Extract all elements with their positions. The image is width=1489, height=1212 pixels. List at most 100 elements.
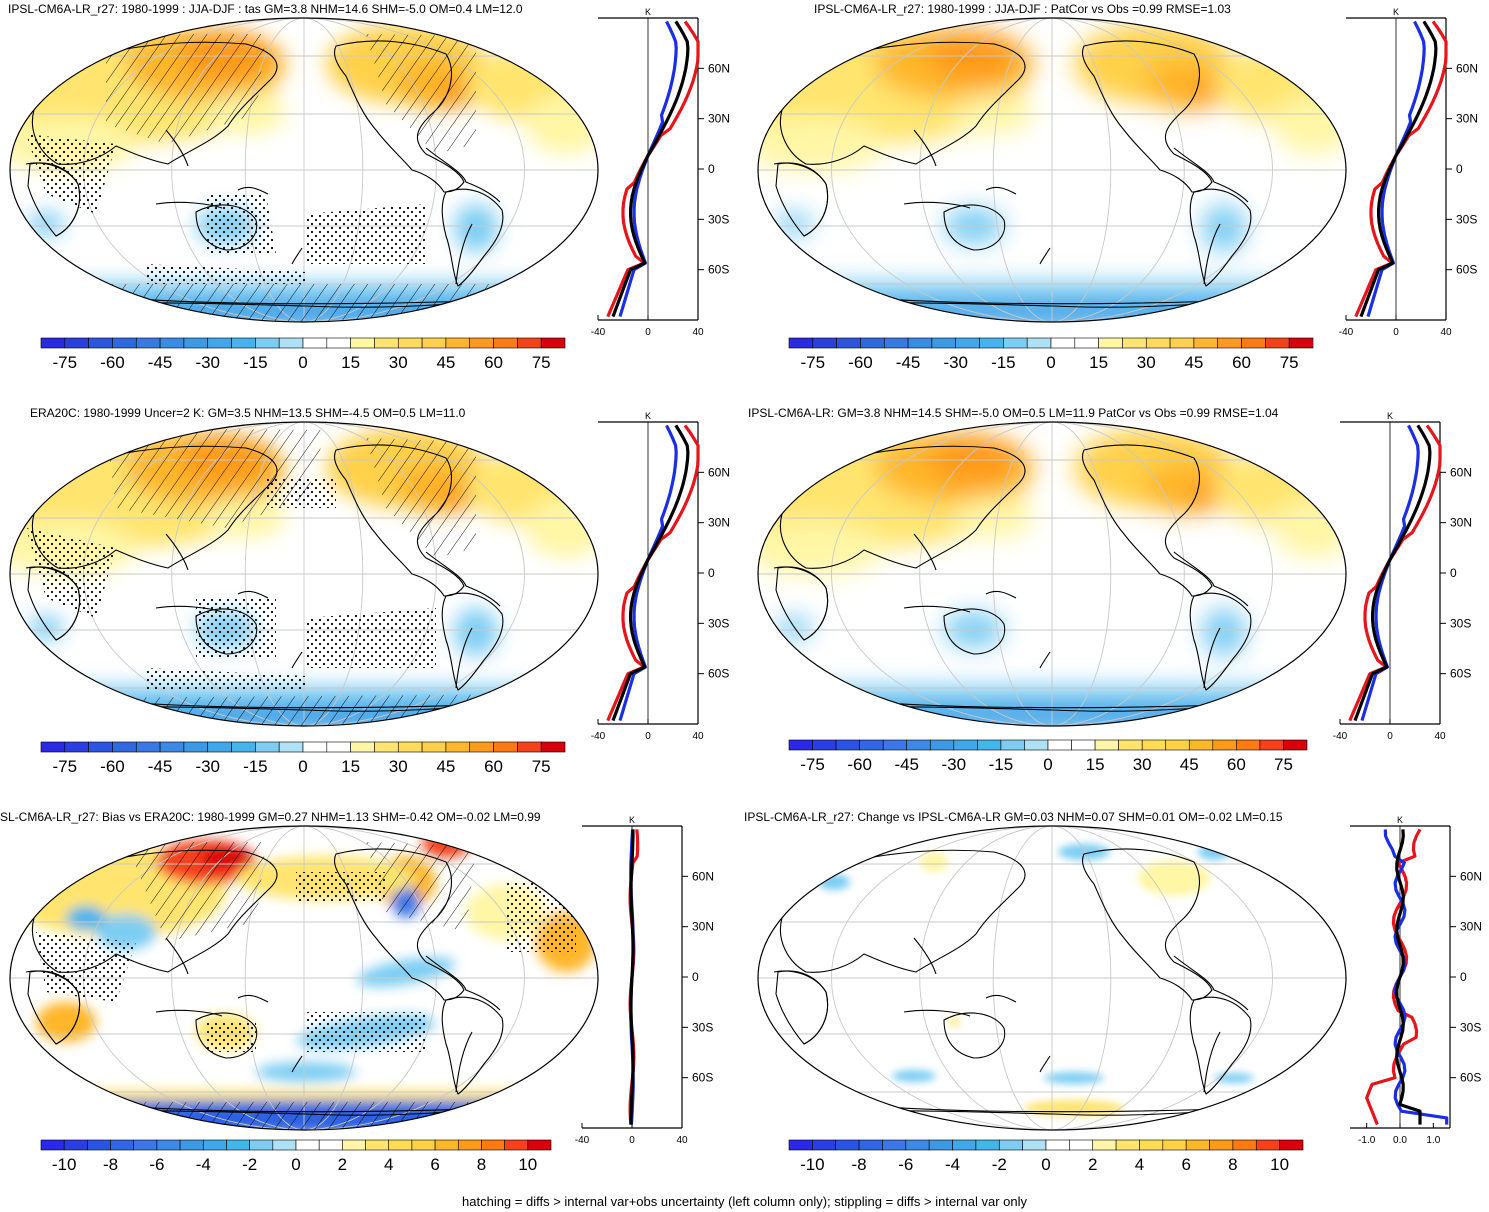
colorbar-tick-label: 2	[338, 1155, 347, 1174]
profile-unit-label: K	[1397, 815, 1403, 825]
colorbar-swatch	[1115, 1139, 1140, 1151]
colorbar-tick-label: -60	[848, 353, 873, 372]
map-p3	[9, 421, 599, 727]
colorbar-swatch	[1074, 337, 1099, 349]
colorbar-swatch	[952, 1139, 977, 1151]
colorbar-swatch	[397, 337, 423, 349]
profile-unit-label: K	[645, 411, 651, 421]
profile-p1: K 60N 30N 0 30S 60S -40 0 40	[591, 7, 730, 338]
profile-lat-tick-label: 30S	[708, 616, 729, 630]
colorbar-swatch	[249, 1139, 274, 1151]
colorbar-swatch	[421, 741, 447, 753]
colorbar-swatch	[836, 337, 861, 349]
profile-lat-tick-label: 60S	[1460, 1071, 1481, 1085]
colorbar-swatch	[374, 337, 399, 349]
colorbar-tick-label: 45	[436, 353, 455, 372]
colorbar-tick-label: -4	[196, 1155, 211, 1174]
colorbar-swatch	[883, 337, 909, 349]
colorbar-swatch	[63, 1139, 88, 1151]
colorbar-swatch	[255, 741, 280, 753]
colorbar-tick-label: 10	[1270, 1155, 1289, 1174]
profile-lat-tick-label: 0	[708, 566, 715, 580]
profile-x-tick-label: 40	[692, 731, 704, 742]
colorbar-swatch	[295, 1139, 320, 1151]
map-p6	[757, 825, 1347, 1131]
colorbar-swatch	[1071, 739, 1096, 751]
profile-p4: K 60N 30N 0 30S 60S -40 0 40	[1333, 411, 1472, 742]
profile-lat-tick-label: 0	[1456, 162, 1463, 176]
profile-lat-tick-label: 30N	[708, 112, 730, 126]
colorbar-swatch	[812, 1139, 837, 1151]
colorbar-swatch	[179, 1139, 204, 1151]
colorbar-swatch	[342, 1139, 366, 1151]
colorbar-swatch	[1188, 739, 1214, 751]
profile-p3: K 60N 30N 0 30S 60S -40 0 40	[591, 411, 730, 742]
colorbar-swatch	[183, 741, 209, 753]
colorbar-tick-label: 75	[1280, 353, 1299, 372]
colorbar-swatch	[1050, 337, 1076, 349]
panel-title-p2: IPSL-CM6A-LR_r27: 1980-1999 : JJA-DJF : …	[814, 2, 1231, 16]
colorbar-swatch	[1259, 739, 1284, 751]
colorbar-swatch	[1288, 337, 1314, 349]
colorbar-swatch	[421, 337, 447, 349]
colorbar-tick-label: 60	[1232, 353, 1251, 372]
colorbar-swatch	[112, 741, 137, 753]
colorbar-swatch	[1122, 337, 1147, 349]
colorbar-swatch	[1000, 739, 1025, 751]
colorbar-tick-label: 45	[1180, 755, 1199, 774]
colorbar-swatch	[1047, 739, 1072, 751]
colorbar-swatch	[977, 739, 1002, 751]
colorbar-swatch	[835, 1139, 860, 1151]
colorbar-swatch	[207, 337, 232, 349]
colorbar-swatch	[1092, 1139, 1117, 1151]
colorbar-swatch	[955, 337, 980, 349]
colorbar-tick-label: 4	[384, 1155, 393, 1174]
colorbar-swatch	[40, 1139, 65, 1151]
colorbar-tick-label: -10	[52, 1155, 77, 1174]
profile-lat-tick-label: 0	[708, 162, 715, 176]
colorbar-p4: -75 -60 -45 -30 -15 0 15 30 45 60 75	[788, 739, 1308, 774]
colorbar-tick-label: 30	[1137, 353, 1156, 372]
colorbar-tick-label: -10	[800, 1155, 825, 1174]
colorbar-tick-label: -6	[898, 1155, 913, 1174]
colorbar-tick-label: -45	[894, 755, 919, 774]
colorbar-swatch	[457, 1139, 482, 1151]
profile-unit-label: K	[1387, 411, 1393, 421]
colorbar-swatch	[202, 1139, 227, 1151]
colorbar-tick-label: 45	[1184, 353, 1203, 372]
colorbar-swatch	[64, 337, 89, 349]
colorbar-swatch	[110, 1139, 135, 1151]
colorbar-swatch	[1236, 739, 1261, 751]
colorbar-swatch	[1118, 739, 1143, 751]
profile-lat-tick-label: 0	[692, 970, 699, 984]
profile-p2: K 60N 30N 0 30S 60S -40 0 40	[1339, 7, 1478, 338]
colorbar-tick-label: -30	[942, 755, 967, 774]
profile-curve-blue	[1383, 829, 1449, 1125]
colorbar-swatch	[350, 741, 375, 753]
colorbar-tick-label: 15	[1089, 353, 1108, 372]
colorbar-swatch	[87, 1139, 111, 1151]
colorbar-swatch	[517, 337, 542, 349]
profile-curve-red	[606, 20, 700, 318]
profile-lat-tick-label: 30N	[692, 920, 714, 934]
colorbar-tick-label: -45	[148, 353, 173, 372]
colorbar-swatch	[1022, 1139, 1047, 1151]
profile-x-tick-label: 40	[692, 327, 704, 338]
colorbar-swatch	[388, 1139, 413, 1151]
colorbar-swatch	[788, 1139, 813, 1151]
colorbar-swatch	[1232, 1139, 1257, 1151]
colorbar-tick-label: 0	[298, 757, 307, 776]
colorbar-tick-label: 30	[1133, 755, 1152, 774]
colorbar-swatch	[278, 741, 304, 753]
colorbar-swatch	[1139, 1139, 1164, 1151]
colorbar-tick-label: 45	[436, 757, 455, 776]
colorbar-swatch	[445, 741, 471, 753]
profile-p6: K 60N 30N 0 30S 60S -1.0 0.0 1.0	[1350, 815, 1482, 1146]
colorbar-swatch	[278, 337, 304, 349]
profile-lat-tick-label: 60S	[1456, 263, 1477, 277]
colorbar-tick-label: 60	[484, 353, 503, 372]
colorbar-swatch	[159, 741, 185, 753]
profile-x-tick-label: 40	[1440, 327, 1452, 338]
profile-x-tick-label: 40	[1434, 731, 1446, 742]
colorbar-tick-label: 0	[1046, 353, 1055, 372]
